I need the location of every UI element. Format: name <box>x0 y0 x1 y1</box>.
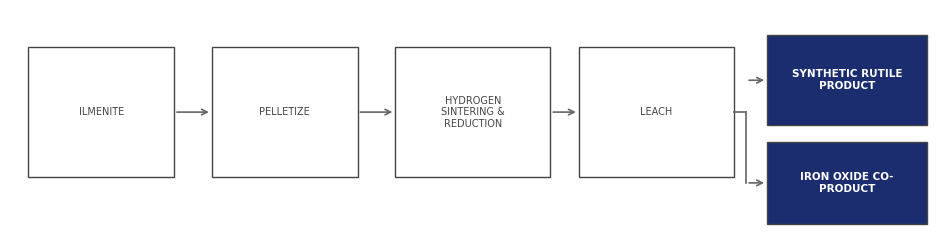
Bar <box>767 35 927 125</box>
Text: SYNTHETIC RUTILE
PRODUCT: SYNTHETIC RUTILE PRODUCT <box>791 69 902 91</box>
Bar <box>767 142 927 224</box>
Bar <box>28 47 174 177</box>
Bar <box>212 47 358 177</box>
Text: LEACH: LEACH <box>640 107 673 117</box>
Bar <box>579 47 734 177</box>
Bar <box>395 47 550 177</box>
Text: IRON OXIDE CO-
PRODUCT: IRON OXIDE CO- PRODUCT <box>800 172 894 194</box>
Text: HYDROGEN
SINTERING &
REDUCTION: HYDROGEN SINTERING & REDUCTION <box>441 96 504 129</box>
Text: ILMENITE: ILMENITE <box>78 107 124 117</box>
Text: PELLETIZE: PELLETIZE <box>260 107 310 117</box>
